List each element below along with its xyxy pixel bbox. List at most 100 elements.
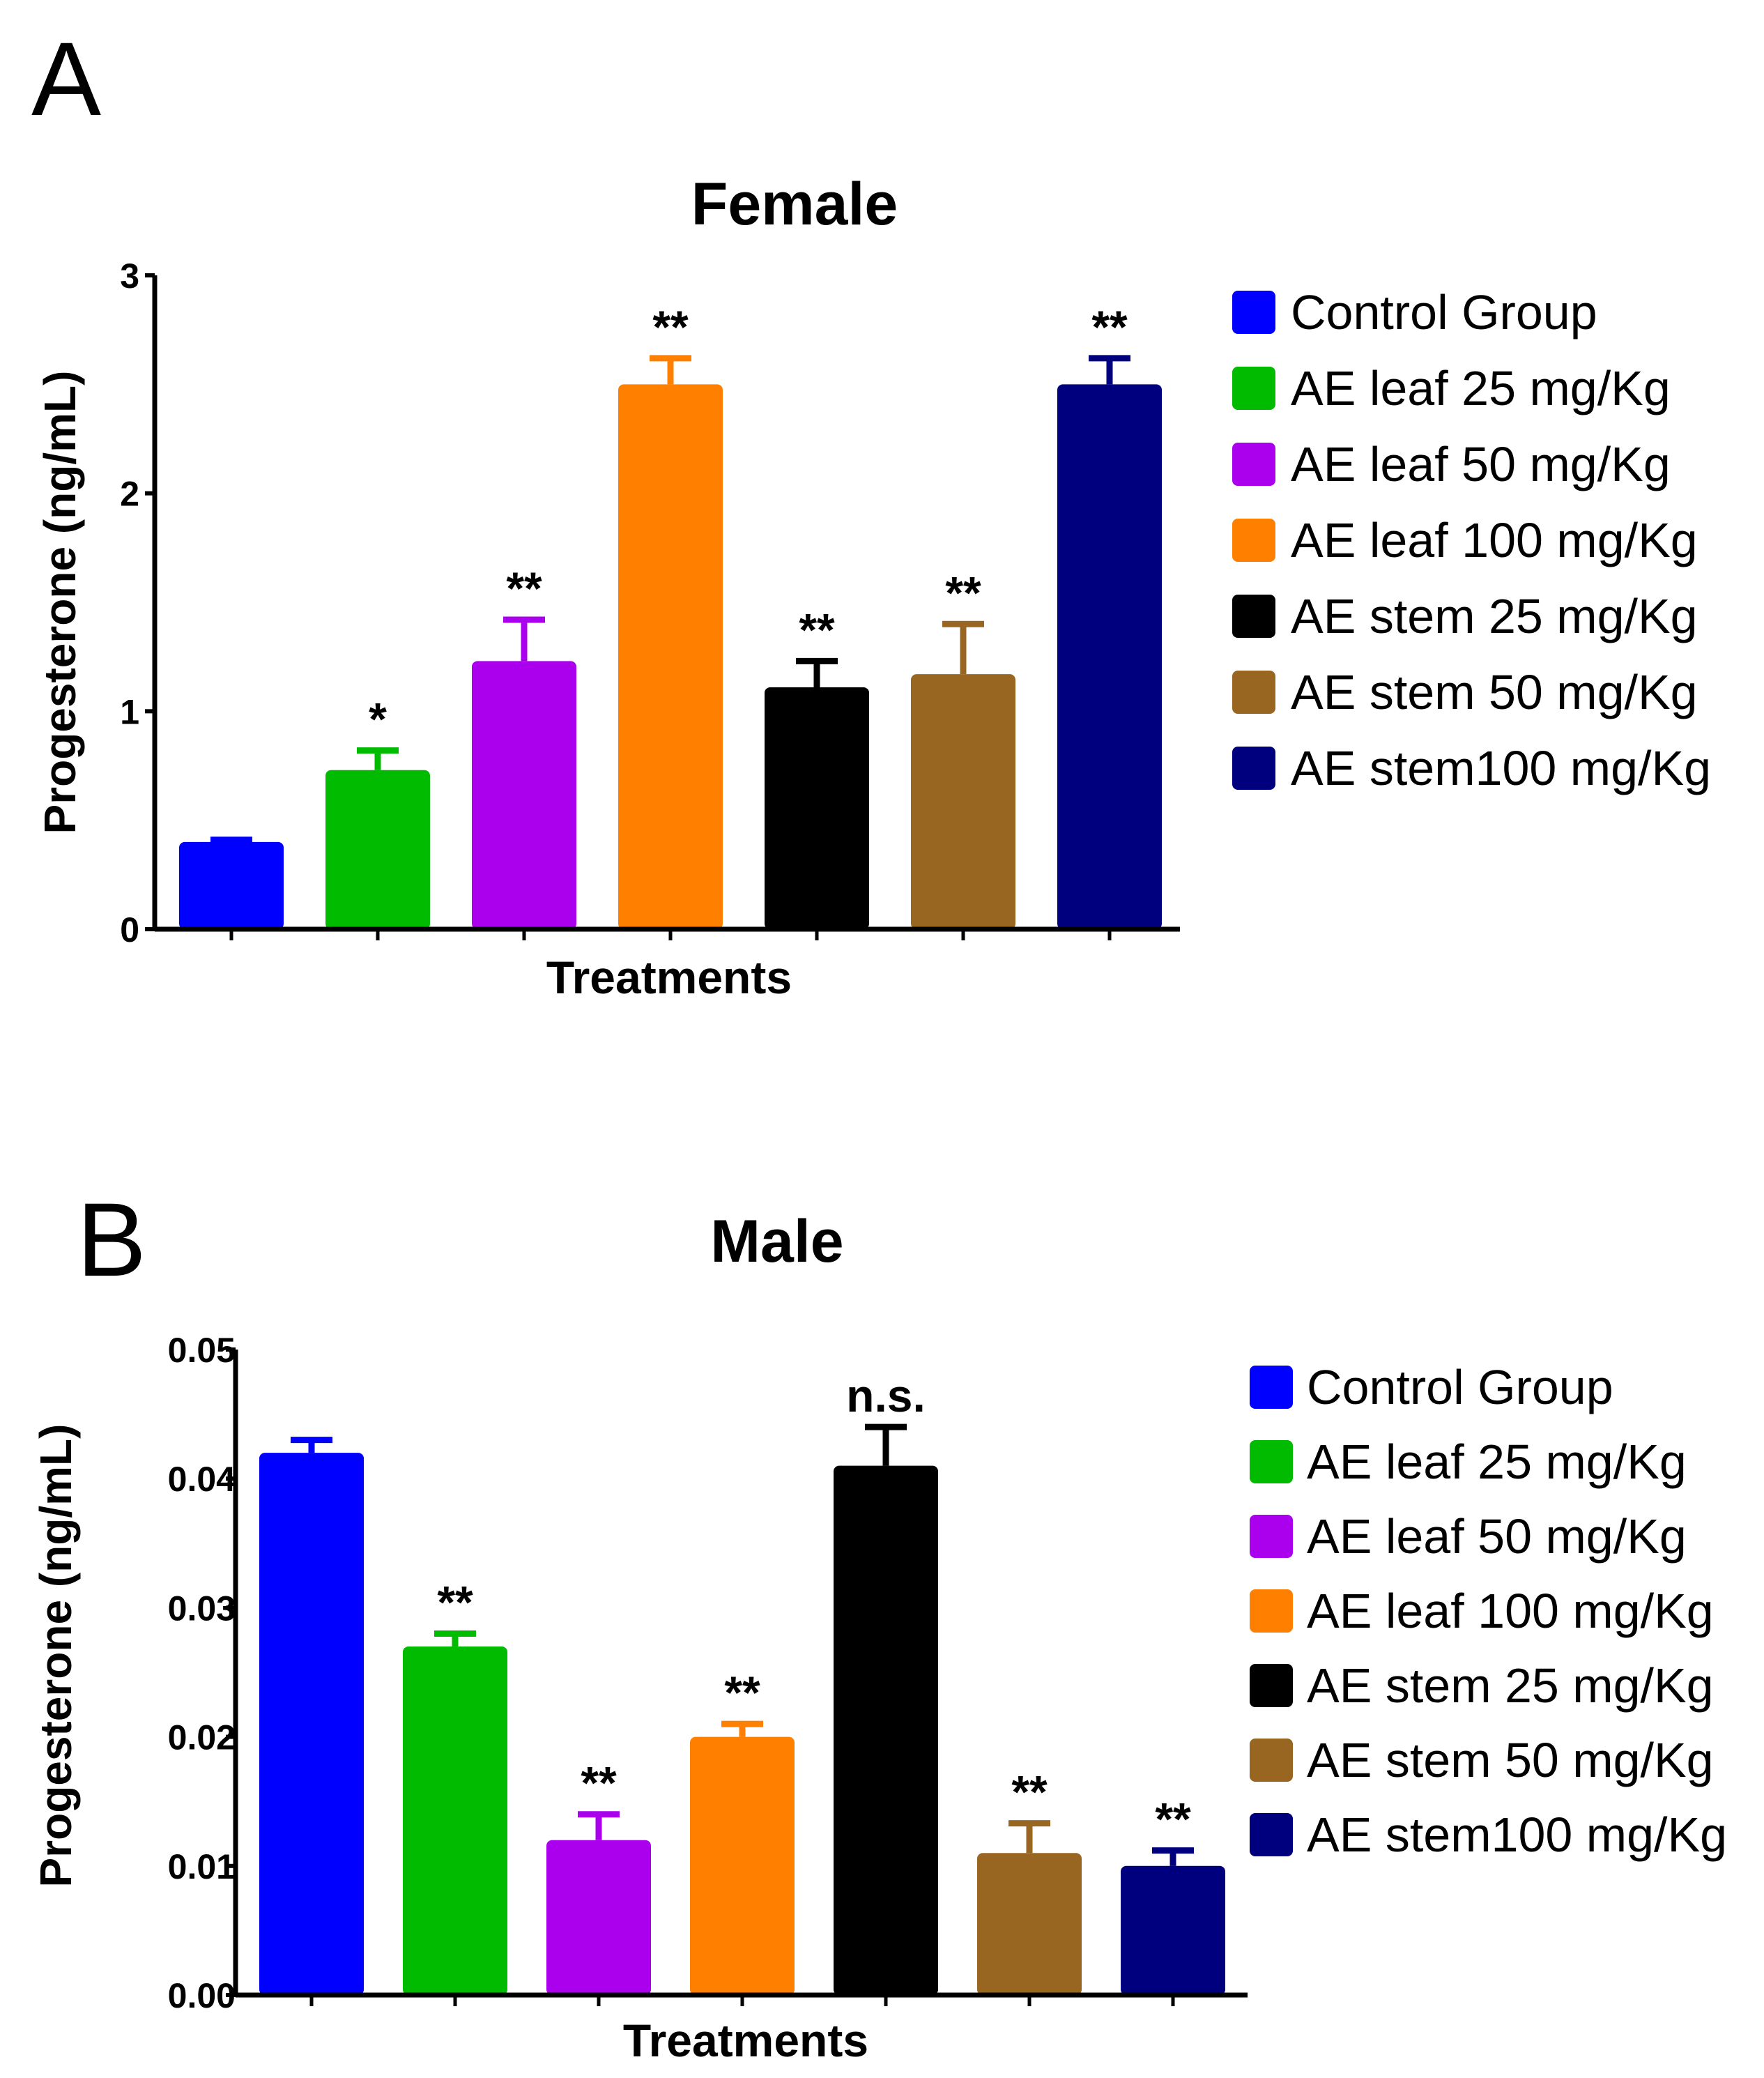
- bar-group: **: [618, 301, 723, 929]
- bar-group: **: [977, 1766, 1082, 1995]
- legend-label: AE leaf 50 mg/Kg: [1291, 437, 1671, 491]
- bar-group: [179, 836, 284, 929]
- legend-label: Control Group: [1291, 285, 1597, 339]
- chart-title: Female: [691, 171, 898, 238]
- bar: [618, 384, 723, 929]
- bar-group: **: [403, 1576, 507, 1995]
- significance-label: **: [506, 563, 542, 614]
- bar-group: *: [325, 694, 430, 929]
- legend-swatch: [1250, 1664, 1293, 1707]
- legend-item: AE leaf 50 mg/Kg: [1232, 437, 1671, 491]
- bar: [546, 1840, 651, 1995]
- significance-label: **: [945, 567, 981, 618]
- legend-item: AE stem100 mg/Kg: [1232, 741, 1711, 795]
- bar-group: **: [546, 1757, 651, 1995]
- legend-swatch: [1250, 1739, 1293, 1782]
- legend-label: AE stem 50 mg/Kg: [1307, 1733, 1714, 1787]
- x-axis-label: Treatments: [623, 2015, 868, 2066]
- y-tick-label: 1: [120, 692, 139, 731]
- bar-group: n.s.: [834, 1370, 938, 1995]
- bar: [1121, 1865, 1225, 1995]
- bar: [472, 661, 576, 929]
- legend-swatch: [1232, 367, 1275, 410]
- bar: [834, 1465, 938, 1995]
- legend-item: AE leaf 50 mg/Kg: [1250, 1509, 1687, 1564]
- legend-item: AE stem100 mg/Kg: [1250, 1808, 1727, 1862]
- significance-label: **: [437, 1576, 473, 1628]
- legend-item: AE stem 25 mg/Kg: [1232, 589, 1698, 643]
- legend-item: AE leaf 25 mg/Kg: [1232, 361, 1671, 415]
- legend-label: AE stem 50 mg/Kg: [1291, 665, 1698, 719]
- legend-label: AE stem100 mg/Kg: [1291, 741, 1711, 795]
- legend-swatch: [1232, 519, 1275, 562]
- legend-item: Control Group: [1232, 285, 1597, 339]
- legend-label: AE stem 25 mg/Kg: [1307, 1658, 1714, 1713]
- legend-item: Control Group: [1250, 1360, 1613, 1414]
- legend-swatch: [1250, 1589, 1293, 1633]
- y-tick-label: 0: [120, 910, 139, 949]
- y-axis-label: Progesterone (ng/mL): [31, 1424, 81, 1888]
- legend: Control Group AE leaf 25 mg/Kg AE leaf 50 …: [1250, 1360, 1727, 1862]
- bar: [325, 770, 430, 929]
- legend-item: AE leaf 100 mg/Kg: [1232, 513, 1698, 567]
- chart-panel-b: B Male ** ** ** n.s. ** ** 0.00 0.01 0.02 0.03 0.04 0…: [31, 1181, 1727, 2066]
- bar-group: **: [690, 1667, 795, 1995]
- legend-swatch: [1232, 443, 1275, 486]
- legend-item: AE stem 50 mg/Kg: [1250, 1733, 1714, 1787]
- y-tick-label: 3: [120, 257, 139, 296]
- legend-label: AE leaf 50 mg/Kg: [1307, 1509, 1687, 1564]
- bar: [911, 674, 1015, 929]
- bar-group: **: [1057, 301, 1162, 929]
- y-axis-label: Progesterone (ng/mL): [35, 371, 85, 834]
- legend-swatch: [1232, 291, 1275, 334]
- significance-label: *: [369, 694, 387, 745]
- x-axis-label: Treatments: [546, 952, 792, 1003]
- bar: [765, 687, 869, 929]
- bar: [977, 1853, 1082, 1995]
- significance-label: **: [724, 1667, 760, 1718]
- bar: [179, 841, 284, 929]
- y-tick-label: 0.00: [168, 1976, 236, 2015]
- legend-swatch: [1232, 595, 1275, 638]
- significance-label: **: [1155, 1794, 1191, 1845]
- legend-label: AE stem 25 mg/Kg: [1291, 589, 1698, 643]
- legend-label: Control Group: [1307, 1360, 1613, 1414]
- legend-swatch: [1250, 1440, 1293, 1483]
- legend-item: AE leaf 100 mg/Kg: [1250, 1584, 1714, 1638]
- significance-label: **: [1011, 1766, 1048, 1818]
- legend-swatch: [1232, 671, 1275, 714]
- y-tick-label: 0.04: [168, 1460, 236, 1499]
- legend-item: AE leaf 25 mg/Kg: [1250, 1435, 1687, 1489]
- bar: [259, 1453, 364, 1995]
- y-tick-label: 0.05: [168, 1331, 236, 1370]
- bar-group: **: [472, 563, 576, 929]
- legend-label: AE leaf 25 mg/Kg: [1291, 361, 1671, 415]
- significance-label: **: [581, 1757, 617, 1809]
- bar-group: **: [765, 604, 869, 929]
- significance-label: **: [799, 604, 835, 655]
- bar: [690, 1736, 795, 1995]
- y-tick-label: 0.02: [168, 1718, 236, 1757]
- significance-label: n.s.: [846, 1370, 926, 1421]
- legend-swatch: [1250, 1366, 1293, 1409]
- legend-label: AE leaf 100 mg/Kg: [1291, 513, 1698, 567]
- legend-label: AE leaf 25 mg/Kg: [1307, 1435, 1687, 1489]
- bar-group: **: [911, 567, 1015, 929]
- bar: [1057, 384, 1162, 929]
- chart-title: Male: [710, 1208, 843, 1275]
- y-tick-label: 0.03: [168, 1589, 236, 1628]
- legend-item: AE stem 25 mg/Kg: [1250, 1658, 1714, 1713]
- significance-label: **: [652, 301, 689, 353]
- panel-label: B: [77, 1181, 146, 1298]
- chart-panel-a: AFemale***********0123TreatmentsProgeste…: [31, 20, 1711, 1003]
- legend-swatch: [1250, 1813, 1293, 1856]
- legend-swatch: [1250, 1515, 1293, 1558]
- legend-label: AE stem100 mg/Kg: [1307, 1808, 1727, 1862]
- bar-group: **: [1121, 1794, 1225, 1995]
- y-tick-label: 2: [120, 475, 139, 514]
- legend-swatch: [1232, 747, 1275, 790]
- bar-group: [259, 1437, 364, 1995]
- legend: Control Group AE leaf 25 mg/Kg AE leaf 50 …: [1232, 285, 1711, 795]
- legend-item: AE stem 50 mg/Kg: [1232, 665, 1698, 719]
